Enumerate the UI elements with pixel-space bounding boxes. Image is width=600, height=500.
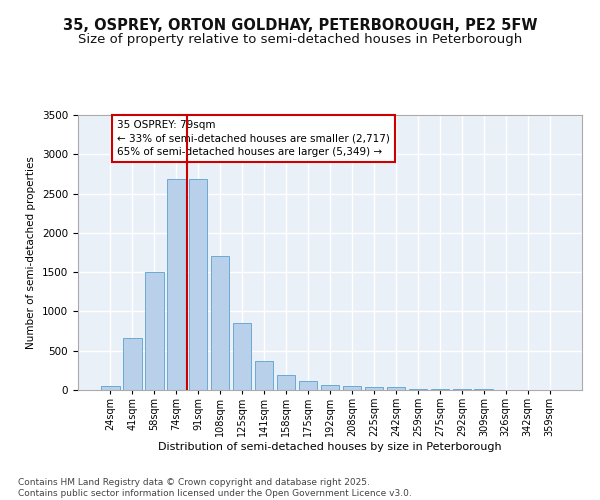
Bar bbox=[211, 256, 229, 390]
Text: Size of property relative to semi-detached houses in Peterborough: Size of property relative to semi-detach… bbox=[78, 32, 522, 46]
Bar bbox=[452, 389, 471, 390]
Text: Contains HM Land Registry data © Crown copyright and database right 2025.
Contai: Contains HM Land Registry data © Crown c… bbox=[18, 478, 412, 498]
Bar bbox=[167, 180, 185, 390]
Bar bbox=[101, 386, 119, 390]
Bar bbox=[299, 380, 317, 390]
Bar bbox=[277, 376, 295, 390]
Bar bbox=[365, 387, 383, 390]
X-axis label: Distribution of semi-detached houses by size in Peterborough: Distribution of semi-detached houses by … bbox=[158, 442, 502, 452]
Bar bbox=[431, 389, 449, 390]
Bar bbox=[475, 389, 493, 390]
Y-axis label: Number of semi-detached properties: Number of semi-detached properties bbox=[26, 156, 37, 349]
Bar bbox=[145, 272, 164, 390]
Bar bbox=[409, 389, 427, 390]
Bar bbox=[189, 180, 208, 390]
Text: 35 OSPREY: 79sqm
← 33% of semi-detached houses are smaller (2,717)
65% of semi-d: 35 OSPREY: 79sqm ← 33% of semi-detached … bbox=[117, 120, 390, 157]
Bar bbox=[123, 338, 142, 390]
Text: 35, OSPREY, ORTON GOLDHAY, PETERBOROUGH, PE2 5FW: 35, OSPREY, ORTON GOLDHAY, PETERBOROUGH,… bbox=[63, 18, 537, 32]
Bar bbox=[233, 323, 251, 390]
Bar bbox=[320, 385, 340, 390]
Bar bbox=[386, 387, 405, 390]
Bar bbox=[343, 386, 361, 390]
Bar bbox=[255, 361, 274, 390]
